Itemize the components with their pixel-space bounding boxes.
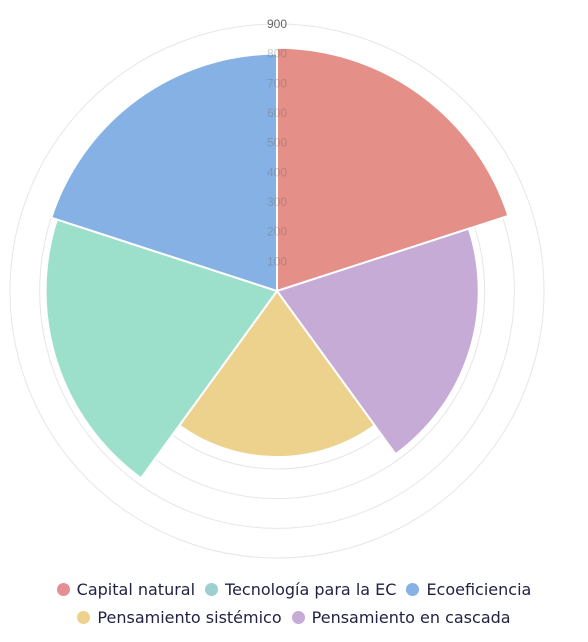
legend-row-1: Capital natural Tecnología para la EC Ec… <box>0 580 588 599</box>
legend-item-capital-natural[interactable]: Capital natural <box>57 580 195 599</box>
legend-label: Pensamiento en cascada <box>312 608 511 627</box>
tick-label: 200 <box>267 225 287 239</box>
legend-item-pensamiento-sistemico[interactable]: Pensamiento sistémico <box>77 608 281 627</box>
tick-label: 700 <box>267 76 287 90</box>
radial-ticks: 100 200 300 400 500 600 700 800 900 <box>267 17 287 268</box>
legend-item-ecoeficiencia[interactable]: Ecoeficiencia <box>406 580 531 599</box>
legend-label: Ecoeficiencia <box>426 580 531 599</box>
legend-item-pensamiento-cascada[interactable]: Pensamiento en cascada <box>292 608 511 627</box>
legend-swatch <box>77 611 90 624</box>
legend-item-tecnologia[interactable]: Tecnología para la EC <box>205 580 396 599</box>
tick-label: 600 <box>267 106 287 120</box>
legend-swatch <box>406 583 419 596</box>
legend-label: Capital natural <box>77 580 195 599</box>
polar-area-chart: 100 200 300 400 500 600 700 800 900 <box>0 0 588 580</box>
legend-label: Pensamiento sistémico <box>97 608 281 627</box>
legend-swatch <box>292 611 305 624</box>
tick-label: 400 <box>267 165 287 179</box>
tick-label: 500 <box>267 136 287 150</box>
legend-row-2: Pensamiento sistémico Pensamiento en cas… <box>0 608 588 627</box>
tick-label: 800 <box>267 47 287 61</box>
legend-swatch <box>205 583 218 596</box>
tick-label: 100 <box>267 254 287 268</box>
legend-swatch <box>57 583 70 596</box>
legend-label: Tecnología para la EC <box>225 580 396 599</box>
tick-label: 900 <box>267 17 287 31</box>
tick-label: 300 <box>267 195 287 209</box>
